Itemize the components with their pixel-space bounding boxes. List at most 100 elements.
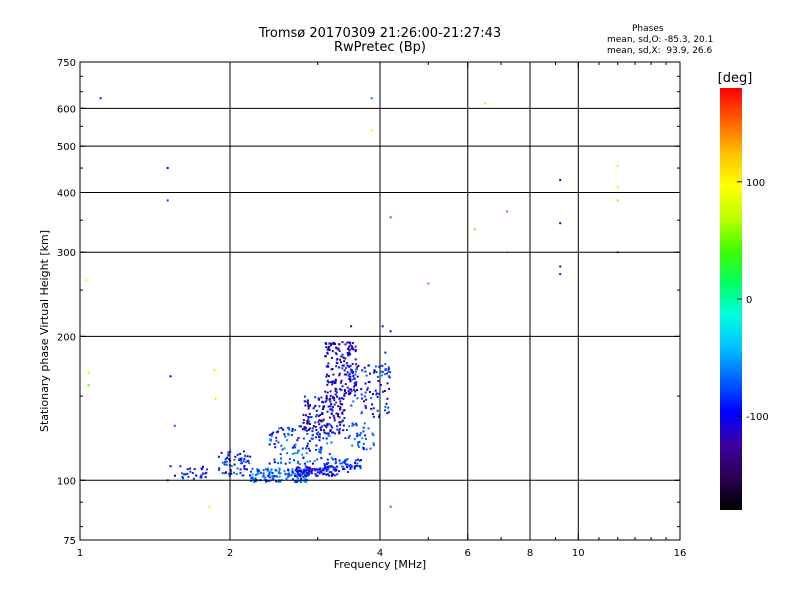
scatter-point xyxy=(223,463,226,466)
scatter-point xyxy=(179,465,182,468)
scatter-point xyxy=(303,478,306,481)
scatter-point xyxy=(362,443,365,445)
scatter-point xyxy=(331,426,334,429)
scatter-point xyxy=(206,468,209,471)
scatter-point xyxy=(338,374,341,377)
scatter-point xyxy=(315,474,318,477)
scatter-point xyxy=(337,347,340,350)
scatter-point xyxy=(346,463,349,466)
scatter-point xyxy=(308,467,311,470)
scatter-point xyxy=(343,394,346,397)
scatter-point xyxy=(357,364,360,367)
scatter-point xyxy=(559,178,562,181)
scatter-point xyxy=(340,397,343,400)
scatter-point xyxy=(329,405,332,408)
scatter-point xyxy=(278,467,281,470)
scatter-point xyxy=(325,397,328,400)
scatter-point xyxy=(473,228,476,231)
scatter-point xyxy=(362,448,365,451)
scatter-point xyxy=(375,393,378,396)
scatter-point xyxy=(302,437,305,440)
scatter-point xyxy=(303,395,306,398)
scatter-point xyxy=(341,419,344,422)
scatter-point xyxy=(320,471,323,474)
scatter-point xyxy=(349,375,352,378)
scatter-point xyxy=(355,422,358,425)
scatter-point xyxy=(306,466,309,469)
scatter-point xyxy=(297,450,299,453)
scatter-point xyxy=(250,477,253,479)
scatter-point xyxy=(335,401,337,404)
scatter-point xyxy=(166,199,169,202)
scatter-point xyxy=(333,382,336,384)
scatter-point xyxy=(288,461,291,464)
scatter-point xyxy=(354,370,357,373)
scatter-point xyxy=(357,446,360,448)
scatter-point xyxy=(335,379,337,382)
scatter-point xyxy=(368,380,371,383)
scatter-point xyxy=(339,381,342,384)
scatter-point xyxy=(322,437,325,440)
scatter-point xyxy=(359,432,362,435)
scatter-point xyxy=(354,390,357,393)
scatter-point xyxy=(325,437,328,440)
scatter-point xyxy=(204,476,207,479)
scatter-point xyxy=(354,350,357,353)
scatter-point xyxy=(279,472,282,475)
scatter-point xyxy=(312,462,314,465)
scatter-point xyxy=(326,466,328,469)
scatter-point xyxy=(326,410,329,413)
scatter-point xyxy=(201,468,204,471)
scatter-point xyxy=(338,470,341,473)
scatter-point xyxy=(318,435,320,438)
scatter-point xyxy=(345,362,348,364)
scatter-point xyxy=(311,468,314,471)
scatter-point xyxy=(327,467,330,470)
scatter-point xyxy=(331,342,334,345)
scatter-point xyxy=(354,373,357,376)
scatter-point xyxy=(263,478,266,481)
scatter-point xyxy=(318,472,321,475)
scatter-point xyxy=(338,432,340,435)
y-tick-label: 100 xyxy=(57,476,76,487)
scatter-point xyxy=(309,460,312,463)
scatter-point xyxy=(186,468,189,471)
scatter-point xyxy=(356,389,359,391)
scatter-point xyxy=(253,478,256,481)
scatter-point xyxy=(333,419,336,422)
y-tick-label: 750 xyxy=(57,58,76,69)
scatter-point xyxy=(227,472,230,475)
scatter-point xyxy=(271,478,274,481)
scatter-point xyxy=(360,459,362,461)
scatter-point xyxy=(332,414,335,417)
scatter-point xyxy=(350,389,353,392)
scatter-point xyxy=(284,435,287,438)
scatter-point xyxy=(297,466,300,469)
scatter-point xyxy=(347,374,350,377)
scatter-point xyxy=(307,416,310,418)
scatter-point xyxy=(362,430,365,433)
scatter-point xyxy=(284,472,287,475)
scatter-point xyxy=(343,373,346,376)
y-axis-label: Stationary phase Virtual Height [km] xyxy=(38,230,51,432)
scatter-point xyxy=(349,353,352,356)
scatter-point xyxy=(377,392,380,395)
scatter-point xyxy=(356,462,359,465)
scatter-point xyxy=(371,413,374,415)
scatter-point xyxy=(389,216,392,219)
scatter-point xyxy=(345,459,348,461)
scatter-point xyxy=(341,411,344,414)
scatter-point xyxy=(324,424,327,427)
scatter-point xyxy=(292,478,294,481)
scatter-point xyxy=(174,474,176,477)
scatter-point xyxy=(227,451,230,454)
scatter-point xyxy=(265,480,268,483)
scatter-point xyxy=(268,443,271,446)
scatter-point xyxy=(307,447,310,450)
scatter-point xyxy=(228,453,231,456)
scatter-point xyxy=(319,426,322,429)
scatter-point xyxy=(380,370,383,373)
scatter-point xyxy=(351,378,354,381)
scatter-point xyxy=(277,430,280,433)
scatter-point xyxy=(326,442,329,445)
